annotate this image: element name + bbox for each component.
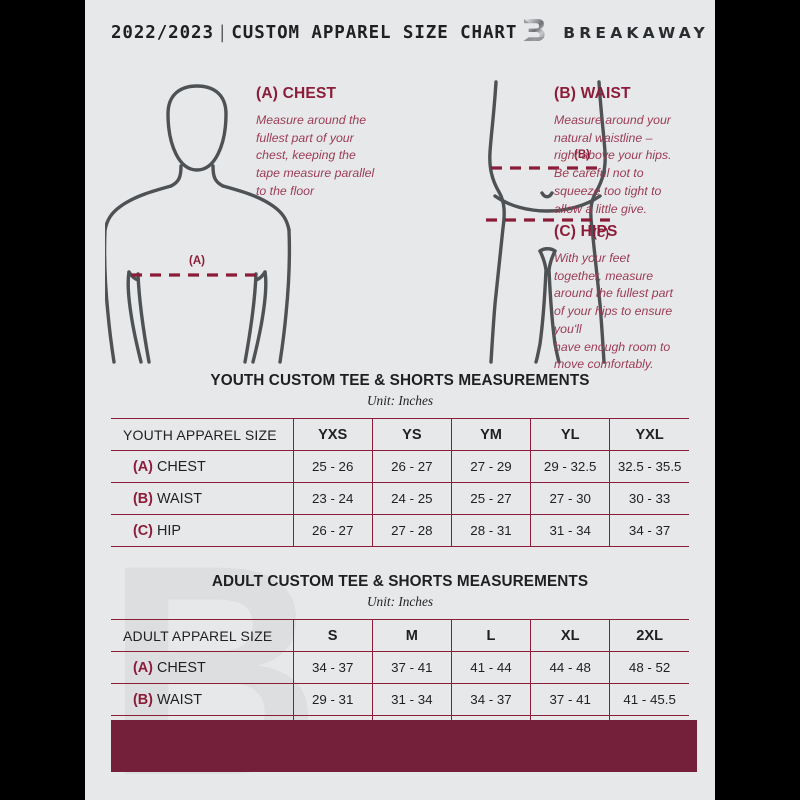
table-row: (A) CHEST 34 - 37 37 - 41 41 - 44 44 - 48…: [111, 651, 689, 684]
adult-row-waist-label: (B) WAIST: [111, 683, 294, 716]
youth-size-ys: YS: [371, 418, 452, 451]
adult-waist-l: 34 - 37: [450, 683, 531, 716]
title-text: CUSTOM APPAREL SIZE CHART: [231, 23, 518, 43]
row-tag-c: (C): [133, 522, 153, 539]
youth-hip-yl: 31 - 34: [530, 514, 610, 547]
youth-chest-ys: 26 - 27: [371, 450, 452, 483]
adult-size-xl: XL: [530, 619, 610, 652]
torso-figure: (A): [102, 74, 305, 369]
measurement-diagrams: (A): [85, 66, 715, 371]
page-header: 2022/2023 | CUSTOM APPAREL SIZE CHART: [85, 0, 715, 66]
adult-row-chest-label: (A) CHEST: [111, 651, 294, 684]
page-title: 2022/2023 | CUSTOM APPAREL SIZE CHART: [111, 23, 517, 43]
callout-chest-body: Measure around the fullest part of your …: [256, 113, 375, 198]
row-name-waist: WAIST: [156, 490, 203, 507]
adult-waist-m: 31 - 34: [371, 683, 452, 716]
youth-header-label: YOUTH APPAREL SIZE: [111, 418, 294, 451]
youth-row-waist-label: (B) WAIST: [111, 482, 294, 515]
youth-waist-ym: 25 - 27: [450, 482, 531, 515]
adult-chest-2xl: 48 - 52: [609, 651, 689, 684]
chest-marker-label: (A): [189, 255, 205, 267]
adult-table-title: ADULT CUSTOM TEE & SHORTS MEASUREMENTS: [211, 573, 589, 590]
row-name-hip: HIP: [156, 522, 181, 539]
adult-chest-l: 41 - 44: [450, 651, 531, 684]
row-name-waist: WAIST: [156, 691, 203, 708]
adult-waist-xl: 37 - 41: [530, 683, 610, 716]
callout-hips: (C) HIPS With your feet together, measur…: [554, 223, 715, 374]
adult-size-m: M: [371, 619, 452, 652]
adult-waist-s: 29 - 31: [292, 683, 373, 716]
table-row: (C) HIP 26 - 27 27 - 28 28 - 31 31 - 34 3…: [111, 514, 689, 547]
adult-chest-s: 34 - 37: [292, 651, 373, 684]
row-tag-a: (A): [133, 659, 153, 676]
youth-size-yl: YL: [530, 418, 610, 451]
adult-waist-2xl: 41 - 45.5: [609, 683, 689, 716]
row-name-chest: CHEST: [156, 659, 206, 676]
adult-size-s: S: [292, 619, 373, 652]
youth-hip-yxs: 26 - 27: [292, 514, 373, 547]
adult-header-label: ADULT APPAREL SIZE: [111, 619, 294, 652]
youth-header-row: YOUTH APPAREL SIZE YXS YS YM YL YXL: [111, 418, 689, 451]
youth-size-table: YOUTH APPAREL SIZE YXS YS YM YL YXL (A) C…: [111, 418, 689, 547]
youth-hip-yxl: 34 - 37: [609, 514, 689, 547]
callout-waist: (B) WAIST Measure around your natural wa…: [554, 85, 715, 218]
youth-chest-yxl: 32.5 - 35.5: [609, 450, 689, 483]
footer-bar: [111, 720, 697, 772]
youth-hip-ym: 28 - 31: [450, 514, 531, 547]
youth-chest-yl: 29 - 32.5: [530, 450, 610, 483]
youth-table-unit: Unit: Inches: [366, 393, 434, 408]
adult-chest-xl: 44 - 48: [530, 651, 610, 684]
adult-table-unit: Unit: Inches: [366, 594, 434, 609]
adult-size-l: L: [450, 619, 531, 652]
adult-size-2xl: 2XL: [609, 619, 689, 652]
brand-lockup: BREAKAWAY: [517, 14, 709, 53]
adult-chest-m: 37 - 41: [371, 651, 452, 684]
youth-row-chest-label: (A) CHEST: [111, 450, 294, 483]
row-tag-a: (A): [133, 458, 153, 475]
youth-waist-ys: 24 - 25: [371, 482, 452, 515]
row-tag-b: (B): [133, 691, 153, 708]
youth-measurements-block: YOUTH CUSTOM TEE & SHORTS MEASUREMENTS U…: [85, 372, 715, 547]
callout-chest: (A) CHEST Measure around the fullest par…: [256, 85, 426, 201]
row-name-chest: CHEST: [156, 458, 206, 475]
youth-size-ym: YM: [450, 418, 531, 451]
hips-figure: (B) (C): [483, 74, 633, 369]
callout-waist-heading: (B) WAIST: [554, 85, 631, 102]
youth-chest-ym: 27 - 29: [450, 450, 531, 483]
adult-header-row: ADULT APPAREL SIZE S M L XL 2XL: [111, 619, 689, 652]
youth-waist-yxl: 30 - 33: [609, 482, 689, 515]
brand-name: BREAKAWAY: [563, 24, 709, 42]
size-chart-page: B 2022/2023 | CUSTOM APPAREL SIZE CHART: [85, 0, 715, 800]
title-separator: |: [216, 23, 229, 43]
youth-size-yxl: YXL: [609, 418, 689, 451]
callout-waist-body: Measure around your natural waistline – …: [554, 113, 672, 216]
youth-row-hip-label: (C) HIP: [111, 514, 294, 547]
callout-hips-body: With your feet together, measure around …: [554, 251, 673, 372]
table-row: (B) WAIST 23 - 24 24 - 25 25 - 27 27 - 30…: [111, 482, 689, 515]
callout-hips-heading: (C) HIPS: [554, 223, 618, 240]
breakaway-b-logo-icon: [517, 14, 551, 53]
youth-waist-yxs: 23 - 24: [292, 482, 373, 515]
youth-size-yxs: YXS: [292, 418, 373, 451]
youth-chest-yxs: 25 - 26: [292, 450, 373, 483]
table-row: (B) WAIST 29 - 31 31 - 34 34 - 37 37 - 41…: [111, 683, 689, 716]
youth-hip-ys: 27 - 28: [371, 514, 452, 547]
waist-marker-label: (B): [574, 149, 590, 161]
youth-table-title: YOUTH CUSTOM TEE & SHORTS MEASUREMENTS: [210, 372, 590, 389]
callout-chest-heading: (A) CHEST: [256, 85, 337, 102]
season-label: 2022/2023: [111, 23, 214, 43]
youth-waist-yl: 27 - 30: [530, 482, 610, 515]
row-tag-b: (B): [133, 490, 153, 507]
table-row: (A) CHEST 25 - 26 26 - 27 27 - 29 29 - 32…: [111, 450, 689, 483]
hip-marker-label: (C): [593, 228, 609, 240]
